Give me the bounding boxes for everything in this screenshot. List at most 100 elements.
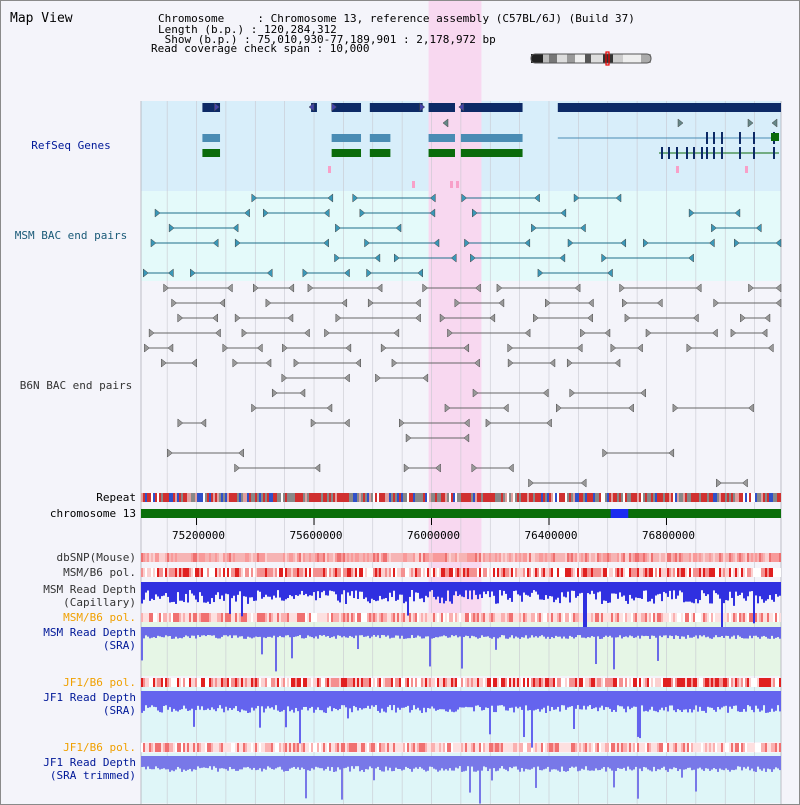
repeat-segment [503,493,505,502]
jf1-trim-depth-bar [469,756,471,793]
jf1-b6-pol-density [165,678,167,687]
track-label-dbsnp[interactable]: dbSNP(Mouse) [56,551,136,564]
msm-sra-depth-bar [595,627,597,665]
msm-sra-depth-bar [773,627,775,639]
dbsnp-density [233,553,235,562]
gene-strand-arrow [214,102,220,112]
msm-b6-pol-density [499,568,501,577]
dbsnp-density [473,553,475,562]
jf1-trim-depth-bar [477,756,479,771]
msm-b6-pol-density [291,568,293,577]
msm-sra-depth-bar [231,627,233,639]
track-label-repeat[interactable]: Repeat [96,491,136,504]
track-label-jf1-b6-pol-a[interactable]: JF1/B6 pol. [63,676,136,689]
repeat-segment [461,493,463,502]
msm-b6-pol-density [503,613,505,622]
track-label-msm-depth-cap[interactable]: MSM Read Depth [43,583,136,596]
msm-b6-pol-density [453,568,455,577]
msm-b6-pol-density [761,568,763,577]
msm-b6-pol-density [213,568,215,577]
jf1-b6-pol-density [579,743,581,752]
jf1-b6-pol-density [751,678,753,687]
jf1-trim-depth-bar [557,756,559,771]
dbsnp-density [419,553,421,562]
jf1-b6-pol-density [229,678,231,687]
repeat-segment [707,493,709,502]
jf1-trim-depth-bar [555,756,557,770]
msm-capillary-depth-bar [141,582,143,604]
msm-b6-pol-density [417,568,419,577]
track-label-msm-bac[interactable]: MSM BAC end pairs [14,229,128,242]
msm-capillary-depth-bar [143,582,145,600]
jf1-b6-pol-density [199,743,201,752]
msm-b6-pol-density [393,613,395,622]
msm-capillary-depth-bar [421,582,423,599]
jf1-sra-depth-bar [445,691,447,712]
repeat-segment [161,493,163,502]
jf1-sra-depth-bar [655,691,657,712]
jf1-sra-depth-bar [385,691,387,713]
msm-capillary-depth-bar [463,582,465,598]
msm-b6-pol-density [633,568,635,577]
msm-b6-pol-density [417,613,419,622]
dbsnp-density [187,553,189,562]
jf1-b6-pol-density [293,743,295,752]
track-label-b6n-bac[interactable]: B6N BAC end pairs [19,379,133,392]
msm-b6-pol-density [419,613,421,622]
msm-b6-pol-density [653,613,655,622]
dbsnp-density [443,553,445,562]
track-label-refseq[interactable]: RefSeq Genes [31,139,111,152]
jf1-trim-depth-bar [623,756,625,768]
track-label-msm-b6-pol-b[interactable]: MSM/B6 pol. [63,611,136,624]
jf1-b6-pol-density [563,678,565,687]
jf1-b6-pol-density [481,678,483,687]
refseq-gene-green [331,149,362,157]
jf1-b6-pol-density [263,678,265,687]
jf1-b6-pol-density [141,678,143,687]
jf1-sra-depth-bar [239,691,241,713]
track-label-msm-depth-sra[interactable]: MSM Read Depth [43,626,136,639]
b6n-bac-end [299,388,306,398]
jf1-sra-depth-bar [527,691,529,711]
b6n-bac-end [622,298,628,308]
msm-b6-pol-density [507,568,509,577]
msm-b6-pol-density [587,568,589,577]
track-label-msm-b6-pol-a[interactable]: MSM/B6 pol. [63,566,136,579]
msm-b6-pol-density [667,568,669,577]
jf1-sra-depth-bar [471,691,473,708]
jf1-b6-pol-density [623,678,625,687]
dbsnp-density [355,553,357,562]
msm-b6-pol-density [339,568,341,577]
repeat-segment [253,493,255,502]
dbsnp-density [219,553,221,562]
jf1-trim-depth-bar [725,756,727,769]
dbsnp-density [665,553,667,562]
msm-b6-pol-density [613,568,615,577]
msm-capillary-depth-bar [537,582,539,595]
dbsnp-density [495,553,497,562]
jf1-b6-pol-density [749,678,751,687]
msm-bac-end [251,193,258,203]
dbsnp-density [601,553,603,562]
track-label-jf1-depth-sra[interactable]: JF1 Read Depth [43,691,136,704]
jf1-sra-depth-bar [741,691,743,712]
jf1-sra-depth-bar [663,691,665,711]
jf1-trim-depth-bar [683,756,685,770]
msm-capillary-depth-bar [363,582,365,599]
jf1-b6-pol-density [643,678,645,687]
track-label-jf1-depth-trim[interactable]: JF1 Read Depth [43,756,136,769]
msm-sra-depth-bar [667,627,669,639]
msm-b6-pol-density [513,568,515,577]
jf1-trim-depth-bar [619,756,621,769]
dbsnp-density [275,553,277,562]
jf1-sra-depth-bar [273,691,275,710]
jf1-trim-depth-bar [427,756,429,771]
msm-b6-pol-density [595,568,597,577]
repeat-segment [225,493,227,502]
jf1-sra-depth-bar [553,691,555,710]
jf1-trim-depth-bar [621,756,623,769]
repeat-segment [749,493,751,502]
msm-capillary-depth-bar [651,582,653,599]
track-label-jf1-b6-pol-b[interactable]: JF1/B6 pol. [63,741,136,754]
jf1-sra-depth-bar [711,691,713,708]
